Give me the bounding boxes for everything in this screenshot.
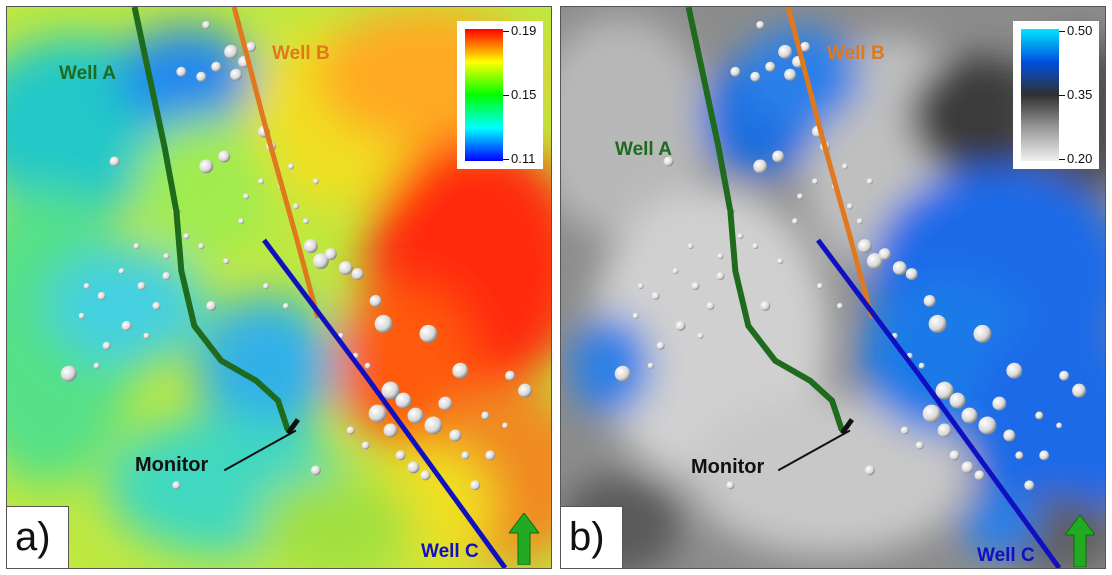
well-b-label: Well B xyxy=(272,43,330,64)
panel-label-b: b) xyxy=(561,506,623,568)
attribute-map-b xyxy=(561,7,1105,568)
well-c-label: Well C xyxy=(421,541,479,562)
well-a-trajectory-b xyxy=(685,7,845,432)
colorbar-min-a: 0.11 xyxy=(503,151,535,166)
colorbar-max-a: 0.19 xyxy=(503,23,536,38)
colorbar-a: 0.19 0.15 0.11 xyxy=(457,21,543,169)
well-a-label-b: Well A xyxy=(615,139,673,160)
north-arrow-icon-b xyxy=(1065,515,1095,567)
well-a-label: Well A xyxy=(59,63,117,84)
colorbar-min-b: 0.20 xyxy=(1059,151,1092,166)
well-b-trajectory-b xyxy=(785,7,875,319)
well-b-trajectory xyxy=(231,7,321,319)
well-c-trajectory-b xyxy=(816,238,1062,568)
north-arrow-icon xyxy=(509,513,539,565)
colorbar-mid-b: 0.35 xyxy=(1059,87,1092,102)
monitor-well-b xyxy=(839,418,854,435)
microseismic-events-a xyxy=(60,20,533,491)
panel-b: Well A Well B Well C Monitor 0.50 0.35 0… xyxy=(560,6,1106,569)
monitor-label-b: Monitor xyxy=(691,456,765,478)
well-c-trajectory xyxy=(262,238,508,568)
panel-label-a: a) xyxy=(7,506,69,568)
panel-a: Well A Well B Well C Monitor 0.19 0.15 0… xyxy=(6,6,552,569)
microseismic-events-b xyxy=(614,20,1087,491)
colorbar-mid-a: 0.15 xyxy=(503,87,536,102)
well-c-label-b: Well C xyxy=(977,545,1035,566)
monitor-leader-line-b xyxy=(777,429,851,472)
colorbar-b: 0.50 0.35 0.20 xyxy=(1013,21,1099,169)
monitor-leader-line-a xyxy=(223,429,297,472)
monitor-well-a xyxy=(285,418,300,435)
colorbar-gradient-a xyxy=(465,29,503,161)
colorbar-gradient-b xyxy=(1021,29,1059,161)
monitor-label: Monitor xyxy=(135,454,209,476)
well-a-trajectory xyxy=(131,7,291,432)
colorbar-max-b: 0.50 xyxy=(1059,23,1092,38)
well-b-label-b: Well B xyxy=(827,43,885,64)
